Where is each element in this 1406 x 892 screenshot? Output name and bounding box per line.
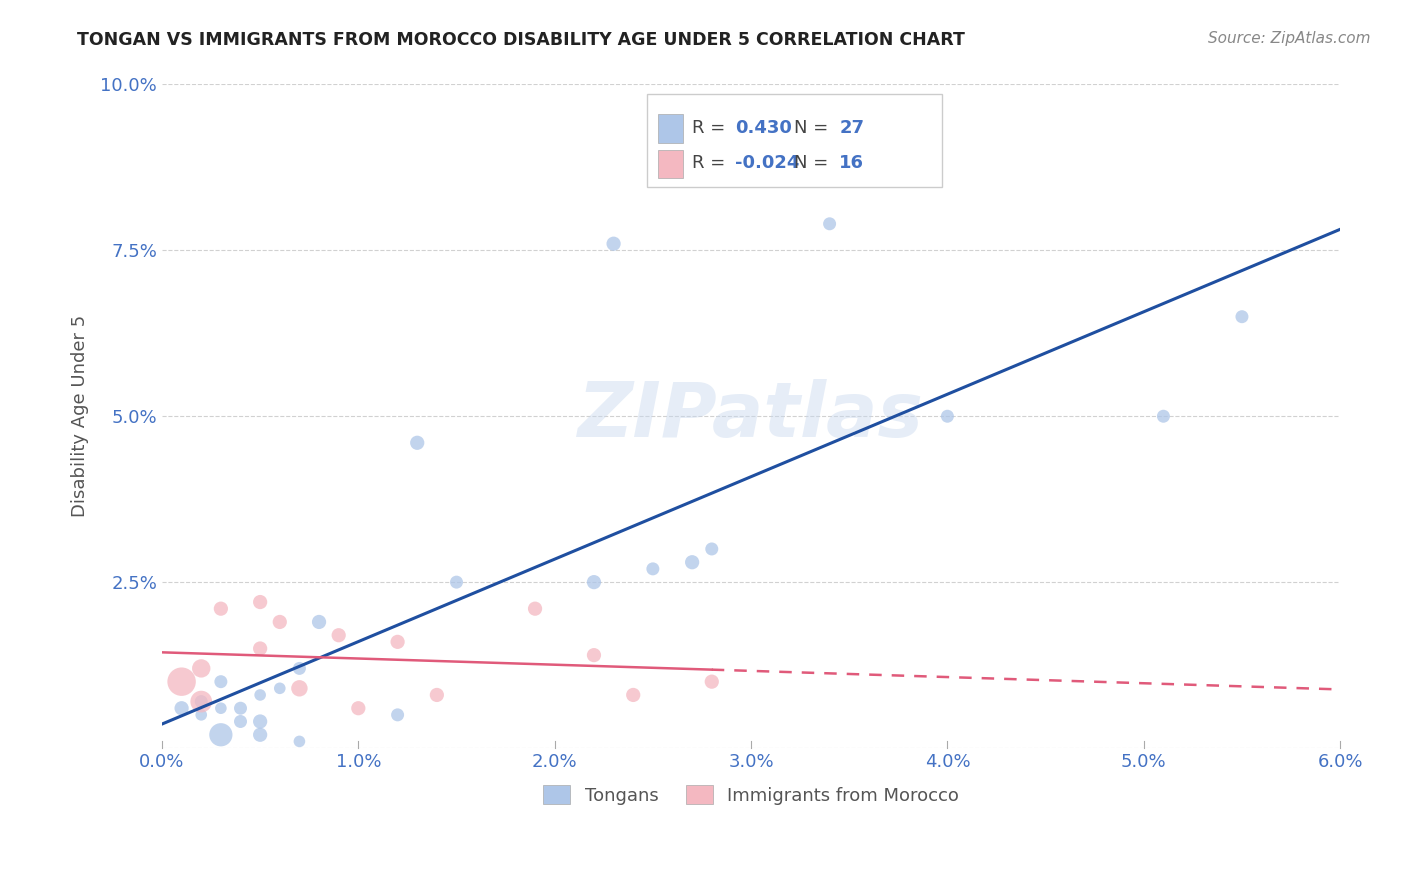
Point <box>209 701 232 715</box>
Point <box>170 701 193 715</box>
Point <box>681 555 703 569</box>
Point <box>190 661 212 675</box>
Point <box>249 595 271 609</box>
Text: 0.430: 0.430 <box>735 119 792 136</box>
Point <box>406 435 429 450</box>
Text: 27: 27 <box>839 119 865 136</box>
Point <box>229 701 252 715</box>
Text: R =: R = <box>692 154 731 172</box>
Point <box>641 562 664 576</box>
Point <box>209 601 232 615</box>
Point <box>602 236 624 251</box>
Point <box>229 714 252 729</box>
Text: Source: ZipAtlas.com: Source: ZipAtlas.com <box>1208 31 1371 46</box>
Point <box>426 688 449 702</box>
Point <box>582 648 605 662</box>
Point <box>700 541 723 556</box>
Point <box>269 681 291 696</box>
Point <box>249 714 271 729</box>
Text: N =: N = <box>794 119 834 136</box>
Point <box>818 217 841 231</box>
Text: ZIPatlas: ZIPatlas <box>578 379 924 453</box>
Point <box>936 409 959 424</box>
Point <box>249 688 271 702</box>
Text: TONGAN VS IMMIGRANTS FROM MOROCCO DISABILITY AGE UNDER 5 CORRELATION CHART: TONGAN VS IMMIGRANTS FROM MOROCCO DISABI… <box>77 31 965 49</box>
Point <box>288 681 311 696</box>
Point <box>249 641 271 656</box>
Point <box>190 695 212 709</box>
Point <box>621 688 644 702</box>
Point <box>288 734 311 748</box>
Point <box>387 707 409 722</box>
Point <box>700 674 723 689</box>
Point <box>446 575 468 590</box>
Text: N =: N = <box>794 154 834 172</box>
Point <box>269 615 291 629</box>
Point <box>1152 409 1174 424</box>
Point <box>328 628 350 642</box>
Point <box>524 601 547 615</box>
Text: R =: R = <box>692 119 731 136</box>
Point <box>387 635 409 649</box>
Point <box>582 575 605 590</box>
Point <box>347 701 370 715</box>
Point <box>209 728 232 742</box>
Point <box>249 728 271 742</box>
Point <box>209 674 232 689</box>
Point <box>170 674 193 689</box>
Point <box>288 661 311 675</box>
Point <box>190 695 212 709</box>
Legend: Tongans, Immigrants from Morocco: Tongans, Immigrants from Morocco <box>536 778 966 812</box>
Text: -0.024: -0.024 <box>735 154 800 172</box>
Y-axis label: Disability Age Under 5: Disability Age Under 5 <box>72 315 89 517</box>
Text: 16: 16 <box>839 154 865 172</box>
Point <box>308 615 330 629</box>
Point <box>1230 310 1253 324</box>
Point <box>190 707 212 722</box>
